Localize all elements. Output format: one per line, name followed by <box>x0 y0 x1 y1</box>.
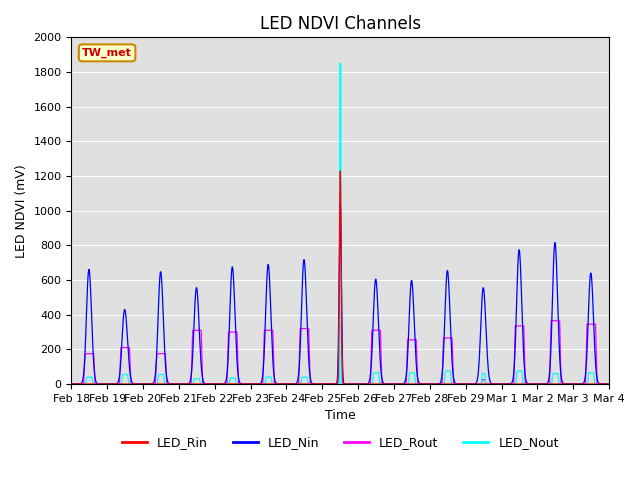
Y-axis label: LED NDVI (mV): LED NDVI (mV) <box>15 164 28 258</box>
Legend: LED_Rin, LED_Nin, LED_Rout, LED_Nout: LED_Rin, LED_Nin, LED_Rout, LED_Nout <box>116 431 564 454</box>
X-axis label: Time: Time <box>325 409 356 422</box>
Text: TW_met: TW_met <box>82 48 132 58</box>
Title: LED NDVI Channels: LED NDVI Channels <box>260 15 421 33</box>
